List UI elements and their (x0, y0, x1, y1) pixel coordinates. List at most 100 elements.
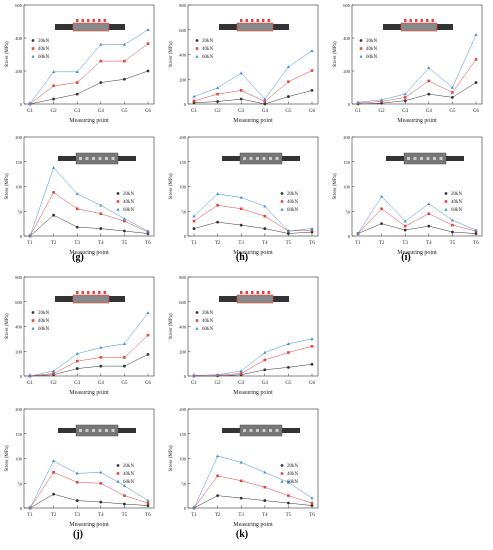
data-point-60kN (427, 202, 431, 206)
data-point-40kN (52, 471, 55, 474)
chart-panel-8: 0 200 400 600 800 G1 G2 G3 G4 G5 G6 Measuring point… (169, 275, 319, 396)
chart-panel-7: 0 200 400 600 800 G1 G2 G3 G4 G5 G6 Measuring point… (5, 275, 155, 396)
series-line-60kN (29, 312, 149, 377)
data-point-60kN (216, 86, 220, 90)
data-point-40kN (123, 219, 126, 223)
data-point-60kN (75, 70, 79, 74)
data-point-60kN (52, 165, 56, 169)
data-point-40kN (216, 474, 219, 478)
data-point-20kN (380, 222, 383, 226)
specimen-bolt-icon (386, 152, 464, 165)
x-axis-title: Measuring point (397, 118, 437, 124)
x-tick-label: G3 (74, 109, 81, 114)
y-axis-title: Stress (MPa) (5, 173, 10, 199)
y-tick-label: 200 (179, 407, 187, 412)
series-line-40kN (357, 59, 477, 104)
y-tick-label: 50 (182, 481, 187, 486)
chart-panel-5: 0 50 100 150 200 T1 T2 T3 T4 T5 T6 Measuring point S… (169, 135, 319, 256)
x-tick-label: T4 (98, 513, 104, 518)
x-axis-title: Measuring point (233, 250, 273, 256)
x-tick-label: G2 (215, 109, 222, 114)
x-tick-label: T1 (355, 241, 361, 246)
x-tick-label: G4 (262, 109, 269, 114)
data-point-40kN (52, 191, 55, 194)
data-point-40kN (310, 501, 314, 505)
y-axis-title: Stress (MPa) (5, 313, 10, 339)
x-tick-label: T4 (262, 241, 268, 246)
data-point-60kN (380, 194, 384, 198)
chart-panel-4: 0 50 100 150 200 T1 T2 T3 T4 T5 T6 Measuring point S… (5, 135, 155, 256)
x-tick-label: T4 (426, 241, 432, 246)
specimen-gauge-icon (219, 291, 289, 304)
data-point-40kN (192, 219, 196, 223)
data-point-40kN (123, 356, 126, 359)
panel-label: (j) (73, 529, 83, 540)
data-point-20kN (287, 365, 290, 369)
x-tick-label: T5 (286, 241, 292, 246)
data-point-20kN (52, 213, 55, 217)
series-line-60kN (29, 460, 149, 509)
data-point-20kN (192, 227, 196, 230)
data-point-20kN (123, 77, 126, 81)
legend-marker (280, 479, 284, 483)
legend-label: 40kN (287, 472, 299, 477)
x-tick-label: G3 (74, 381, 81, 386)
specimen-gauge-icon (383, 19, 453, 32)
x-axis-title: Measuring point (69, 250, 109, 256)
data-point-60kN (192, 373, 196, 377)
data-point-40kN (75, 480, 79, 484)
data-point-20kN (146, 504, 150, 507)
data-point-60kN (52, 459, 56, 463)
data-point-40kN (99, 356, 103, 359)
y-tick-label: 150 (15, 160, 23, 165)
data-point-60kN (75, 352, 79, 355)
data-point-60kN (122, 216, 126, 220)
y-tick-label: 100 (15, 457, 23, 462)
data-point-60kN (192, 506, 196, 510)
legend-marker (116, 472, 120, 475)
data-point-60kN (52, 70, 56, 74)
legend-marker (359, 47, 363, 50)
y-tick-label: 800 (15, 275, 23, 280)
legend-marker (31, 326, 35, 330)
x-tick-label: G4 (98, 381, 105, 386)
y-tick-label: 100 (15, 185, 23, 190)
legend-marker (280, 192, 284, 195)
legend-marker (280, 472, 284, 475)
data-point-60kN (28, 374, 32, 378)
data-point-60kN (310, 49, 314, 52)
series-line-60kN (193, 50, 313, 100)
legend-marker (359, 54, 363, 58)
y-axis-title: Stress (MPa) (333, 41, 338, 67)
legend-marker (195, 311, 199, 314)
data-point-40kN (239, 89, 243, 92)
x-axis-title: Measuring point (69, 522, 109, 528)
data-point-40kN (263, 214, 267, 218)
x-tick-label: G4 (98, 109, 105, 114)
x-tick-label: G6 (309, 381, 316, 386)
legend-label: 60kN (202, 327, 214, 332)
y-tick-label: 50 (182, 209, 187, 214)
y-axis-title: Stress (MPa) (5, 445, 10, 471)
data-point-20kN (474, 81, 478, 84)
data-point-20kN (75, 225, 79, 229)
y-tick-label: 150 (343, 160, 351, 165)
legend-marker (444, 200, 448, 203)
legend-label: 60kN (202, 55, 214, 60)
x-tick-label: G4 (262, 381, 269, 386)
y-tick-label: 0 (184, 234, 187, 239)
data-point-20kN (239, 97, 243, 101)
series-line-20kN (193, 90, 313, 105)
y-tick-label: 400 (15, 325, 23, 330)
legend-marker (31, 319, 35, 322)
data-point-60kN (99, 470, 103, 474)
x-tick-label: T5 (122, 241, 128, 246)
data-point-60kN (356, 100, 360, 104)
y-tick-label: 0 (20, 374, 23, 379)
y-axis-title: Stress (MPa) (5, 41, 10, 67)
x-tick-label: T5 (122, 513, 128, 518)
x-tick-label: T2 (379, 241, 385, 246)
data-point-60kN (216, 454, 220, 458)
series-line-40kN (29, 472, 149, 509)
chart-panel-9: 0 50 100 150 200 T1 T2 T3 T4 T5 T6 Measuring point S… (5, 407, 155, 528)
